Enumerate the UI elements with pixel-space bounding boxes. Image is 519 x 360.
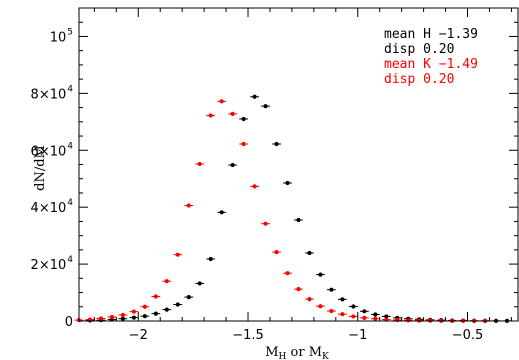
y-axis-label: dN/dM [33,145,48,191]
data-point [131,315,136,320]
data-point [296,217,301,223]
x-tick-label: −1 [348,328,367,343]
data-point [153,294,158,299]
data-point [142,314,147,319]
data-point [318,304,323,309]
data-point [252,94,257,99]
data-point [329,287,334,292]
data-point [274,250,279,255]
data-point [285,271,290,276]
x-tick-label: −2 [129,328,148,343]
data-point [131,309,136,314]
data-point [219,99,224,104]
data-point [373,316,378,321]
data-point [285,180,290,186]
data-point [175,302,180,307]
data-point [241,116,246,122]
data-point [318,272,323,277]
data-point [263,221,268,226]
data-point [362,309,367,314]
annotation-line: mean H −1.39 [384,27,478,42]
x-tick-label: −1.5 [232,328,264,343]
data-point [109,314,115,320]
data-point [329,308,334,314]
data-point [164,279,169,284]
data-point [142,304,147,309]
annotation-line: disp 0.20 [384,42,454,57]
y-tick-label: 6×104 [31,141,74,159]
data-point [186,294,191,300]
x-axis-label: MH or MK [265,345,329,360]
data-point [197,281,202,286]
y-tick-label: 8×104 [31,84,74,102]
data-point [120,312,125,318]
y-tick-label: 4×104 [31,198,74,216]
data-point [373,312,378,317]
data-point [307,250,312,256]
y-tick-label: 2×104 [31,255,74,273]
data-point [120,316,125,321]
data-point [241,141,246,147]
data-point [362,315,367,320]
data-point [252,184,257,189]
data-point [153,311,158,316]
data-point [351,304,356,309]
data-point [230,162,235,168]
data-point [351,314,356,319]
data-point [340,297,345,302]
data-point [406,318,411,323]
data-point [186,203,191,208]
series-0 [85,94,512,323]
data-point [340,312,345,317]
x-axis-label-sub-1: H [279,352,287,360]
x-axis-label-sub-2: K [322,352,329,360]
data-point [164,307,169,312]
data-point [384,314,389,319]
data-point [274,141,279,147]
data-point [208,256,213,262]
data-point [230,111,235,116]
data-point [417,318,422,323]
data-point [307,296,312,302]
axes: −2 −1.5 −1 −0.5 0 2×104 4×104 6×104 8×104 105 [31,7,519,343]
data-point [98,316,104,321]
annotation-line: mean K −1.49 [384,57,478,72]
data-marks [74,94,512,324]
data-point [197,161,202,167]
y-tick-label: 0 [65,315,73,330]
x-tick-label: −0.5 [452,328,484,343]
data-point [175,252,180,257]
data-point [263,104,268,109]
data-point [208,113,213,118]
series-1 [74,99,490,324]
y-tick-label: 105 [50,27,73,45]
data-point [296,287,301,292]
data-point [219,210,224,215]
annotation-line: disp 0.20 [384,72,454,87]
